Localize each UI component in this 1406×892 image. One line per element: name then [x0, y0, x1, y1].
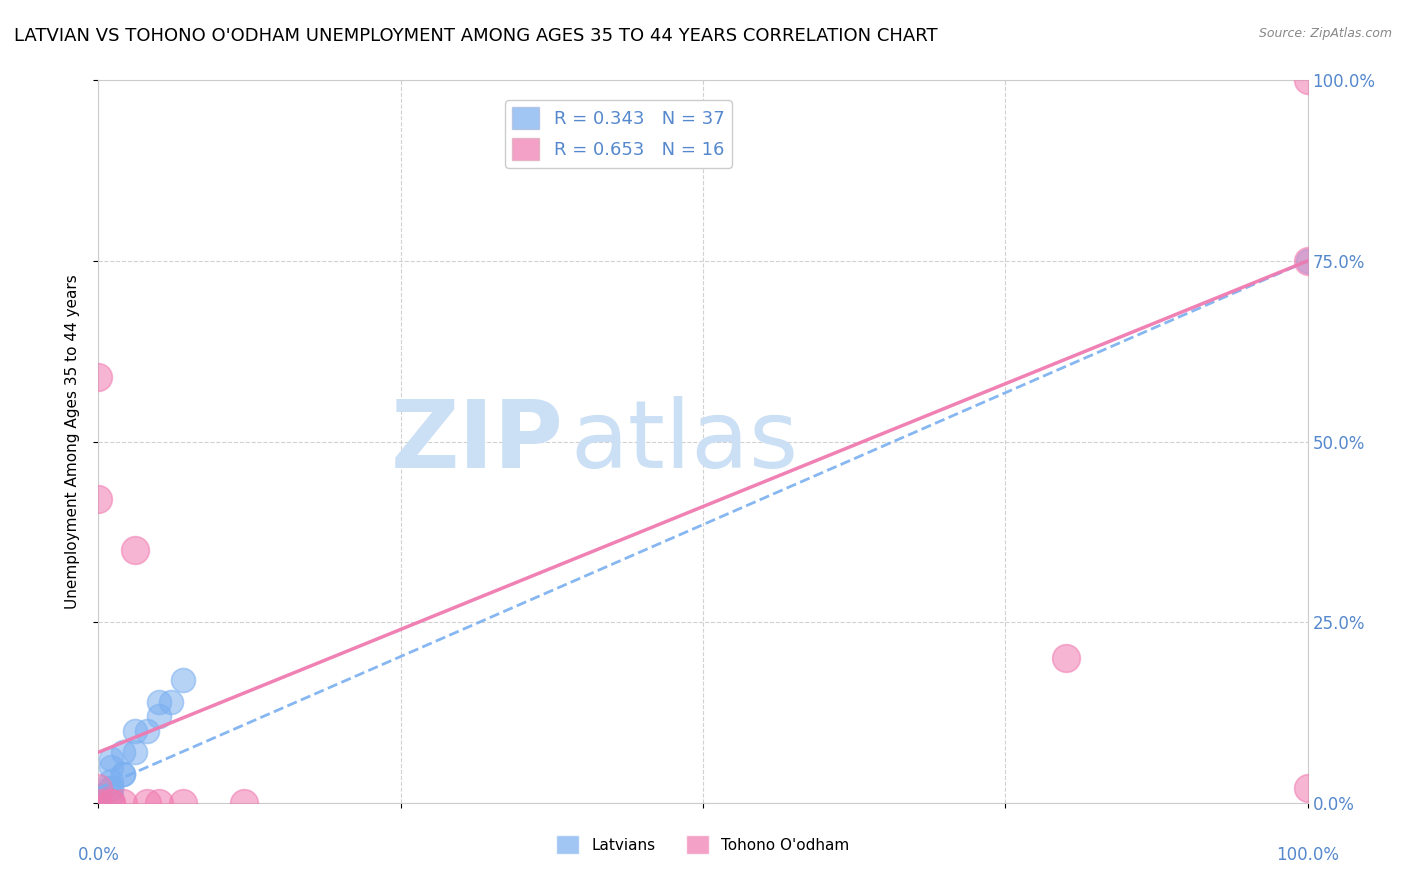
Text: LATVIAN VS TOHONO O'ODHAM UNEMPLOYMENT AMONG AGES 35 TO 44 YEARS CORRELATION CHA: LATVIAN VS TOHONO O'ODHAM UNEMPLOYMENT A… [14, 27, 938, 45]
Point [87, 796, 110, 810]
Point [100, 760, 122, 774]
Text: 100.0%: 100.0% [1277, 847, 1339, 864]
Point [87, 492, 110, 507]
Point [87, 796, 110, 810]
Point [87, 789, 110, 803]
Point [111, 796, 134, 810]
Point [87, 796, 110, 810]
Point [100, 774, 122, 789]
Point [87, 796, 110, 810]
Point [87, 796, 110, 810]
Y-axis label: Unemployment Among Ages 35 to 44 years: Unemployment Among Ages 35 to 44 years [65, 274, 80, 609]
Point [100, 781, 122, 796]
Point [87, 796, 110, 810]
Point [100, 789, 122, 803]
Point [87, 369, 110, 384]
Point [124, 745, 146, 759]
Point [148, 709, 170, 723]
Point [111, 767, 134, 781]
Text: atlas: atlas [569, 395, 799, 488]
Point [87, 781, 110, 796]
Text: Source: ZipAtlas.com: Source: ZipAtlas.com [1258, 27, 1392, 40]
Point [1054, 651, 1077, 665]
Point [1296, 781, 1319, 796]
Point [87, 796, 110, 810]
Text: 0.0%: 0.0% [77, 847, 120, 864]
Legend: Latvians, Tohono O'odham: Latvians, Tohono O'odham [550, 830, 856, 860]
Point [135, 796, 157, 810]
Point [1296, 73, 1319, 87]
Point [87, 796, 110, 810]
Point [87, 796, 110, 810]
Point [100, 781, 122, 796]
Point [160, 695, 183, 709]
Point [100, 796, 122, 810]
Point [172, 673, 194, 687]
Text: ZIP: ZIP [391, 395, 564, 488]
Point [100, 752, 122, 766]
Point [87, 796, 110, 810]
Point [87, 789, 110, 803]
Point [124, 542, 146, 557]
Point [1296, 253, 1319, 268]
Point [172, 796, 194, 810]
Point [135, 723, 157, 738]
Point [87, 796, 110, 810]
Point [87, 789, 110, 803]
Point [100, 796, 122, 810]
Point [87, 796, 110, 810]
Point [87, 796, 110, 810]
Point [87, 796, 110, 810]
Point [111, 767, 134, 781]
Point [124, 723, 146, 738]
Point [232, 796, 254, 810]
Point [148, 796, 170, 810]
Point [111, 745, 134, 759]
Point [87, 796, 110, 810]
Point [87, 796, 110, 810]
Point [1296, 253, 1319, 268]
Point [87, 789, 110, 803]
Point [148, 695, 170, 709]
Point [87, 796, 110, 810]
